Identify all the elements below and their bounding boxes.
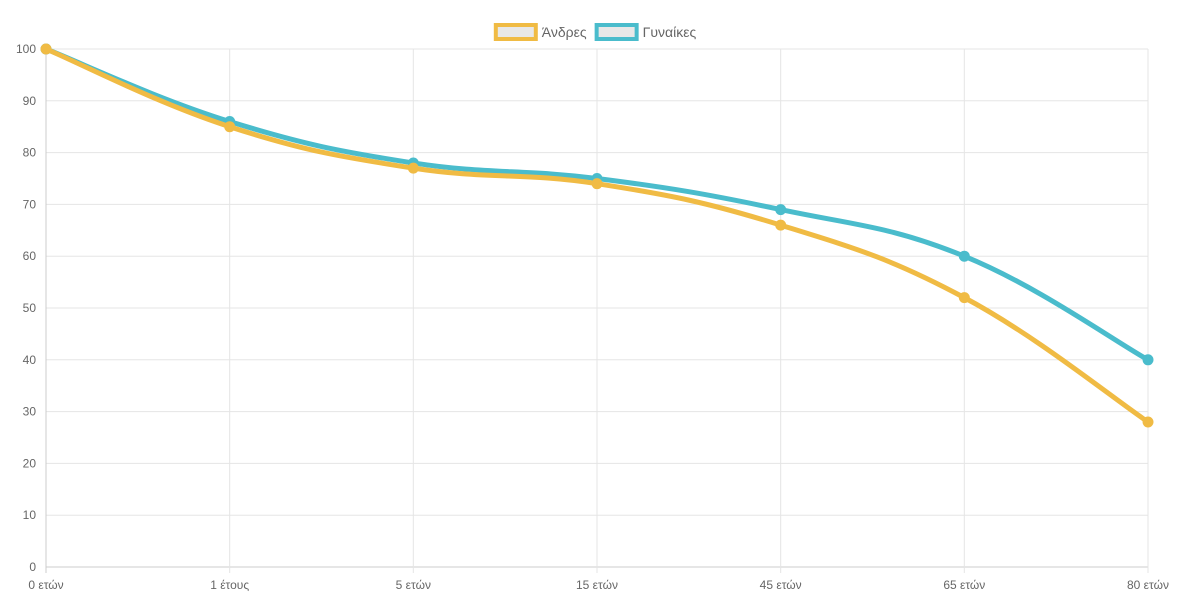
data-point[interactable] [591, 178, 603, 190]
data-point[interactable] [1142, 354, 1154, 366]
chart-grid [45, 48, 1149, 573]
data-point[interactable] [407, 162, 419, 174]
x-tick-label: 15 ετών [576, 578, 618, 592]
legend-swatch [493, 23, 538, 41]
x-tick-label: 0 ετών [28, 578, 63, 592]
y-tick-label: 50 [23, 301, 37, 315]
y-tick-label: 20 [23, 456, 37, 470]
y-axis: 0 10 20 30 40 50 60 70 80 90 100 [16, 42, 36, 574]
data-point[interactable] [775, 204, 787, 216]
data-point[interactable] [775, 219, 787, 231]
legend-item-1[interactable]: Γυναίκες [594, 23, 697, 41]
legend-swatch [594, 23, 639, 41]
data-point[interactable] [958, 292, 970, 304]
data-point[interactable] [224, 121, 236, 133]
y-tick-label: 90 [23, 94, 37, 108]
y-tick-label: 70 [23, 197, 37, 211]
data-point[interactable] [1142, 416, 1154, 428]
x-tick-label: 80 ετών [1127, 578, 1169, 592]
y-tick-label: 40 [23, 353, 37, 367]
data-point[interactable] [958, 250, 970, 262]
x-tick-label: 45 ετών [760, 578, 802, 592]
legend-label: Άνδρες [542, 24, 587, 40]
y-tick-label: 10 [23, 508, 37, 522]
legend-label: Γυναίκες [643, 24, 697, 40]
y-tick-label: 30 [23, 405, 37, 419]
data-point[interactable] [40, 43, 52, 55]
x-tick-label: 65 ετών [943, 578, 985, 592]
y-tick-label: 100 [16, 42, 36, 56]
legend-item-0[interactable]: Άνδρες [493, 23, 587, 41]
chart-legend[interactable]: Άνδρες Γυναίκες [493, 23, 697, 41]
chart-series [40, 43, 1154, 428]
x-tick-label: 5 ετών [396, 578, 431, 592]
x-axis: 0 ετών 1 έτους 5 ετών 15 ετών 45 ετών 65 ετών… [28, 578, 1169, 592]
y-tick-label: 60 [23, 249, 37, 263]
y-tick-label: 0 [29, 560, 36, 574]
y-tick-label: 80 [23, 146, 37, 160]
x-tick-label: 1 έτους [210, 578, 249, 592]
